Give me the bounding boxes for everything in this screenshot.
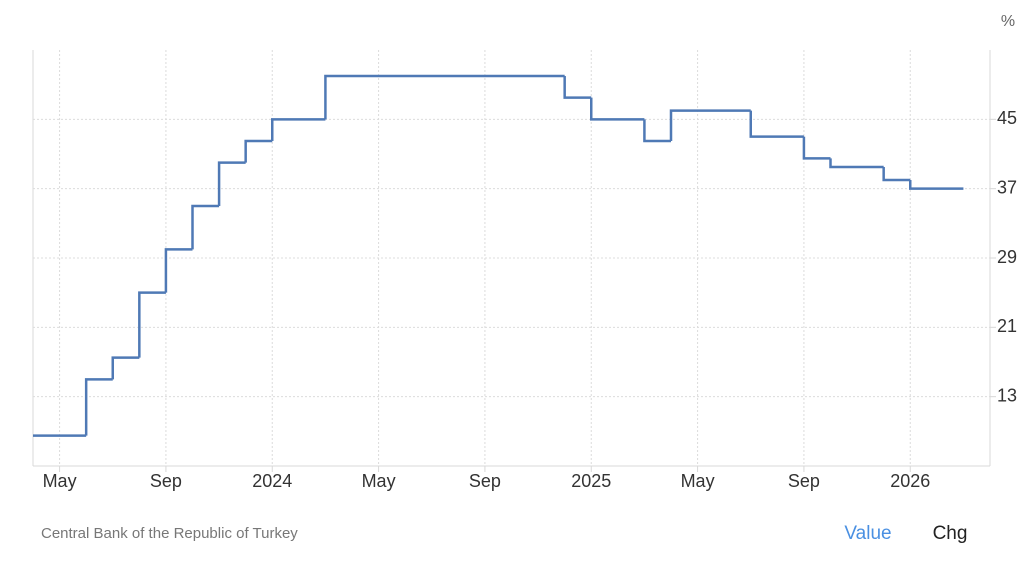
y-tick-label: 29 — [997, 247, 1017, 267]
y-tick-label: 13 — [997, 385, 1017, 405]
line-step — [802, 136, 831, 160]
line-step — [138, 291, 166, 358]
line-step — [909, 180, 964, 190]
line-step — [217, 161, 246, 206]
y-tick-label: 45 — [997, 108, 1017, 128]
line-step — [882, 167, 911, 182]
y-tick-label: 37 — [997, 177, 1017, 197]
line-step — [324, 74, 565, 120]
line-step — [669, 109, 751, 141]
line-step — [749, 110, 804, 138]
source: Central Bank of the Republic of Turkey — [41, 525, 298, 542]
line-step — [590, 97, 645, 121]
line-step — [111, 356, 140, 380]
x-tick-label: May — [362, 471, 396, 491]
line-step — [563, 76, 592, 99]
tab[interactable]: Chg — [933, 523, 968, 544]
x-tick-label: Sep — [469, 471, 501, 491]
x-tick-label: 2026 — [890, 471, 930, 491]
x-tick-label: May — [681, 471, 715, 491]
tab[interactable]: Value — [844, 523, 891, 544]
x-tick-label: 2024 — [252, 471, 292, 491]
line-step — [271, 118, 326, 141]
line-step — [84, 378, 113, 436]
x-tick-label: May — [43, 471, 77, 491]
y-tick-label: 21 — [997, 316, 1017, 336]
x-tick-label: Sep — [788, 471, 820, 491]
x-tick-label: Sep — [150, 471, 182, 491]
x-tick-label: 2025 — [571, 471, 611, 491]
line-step — [643, 119, 671, 143]
line-step — [164, 248, 193, 293]
line-step — [829, 158, 884, 169]
unit-label: % — [1001, 13, 1015, 30]
line-step — [244, 139, 273, 163]
line-step — [191, 204, 220, 250]
